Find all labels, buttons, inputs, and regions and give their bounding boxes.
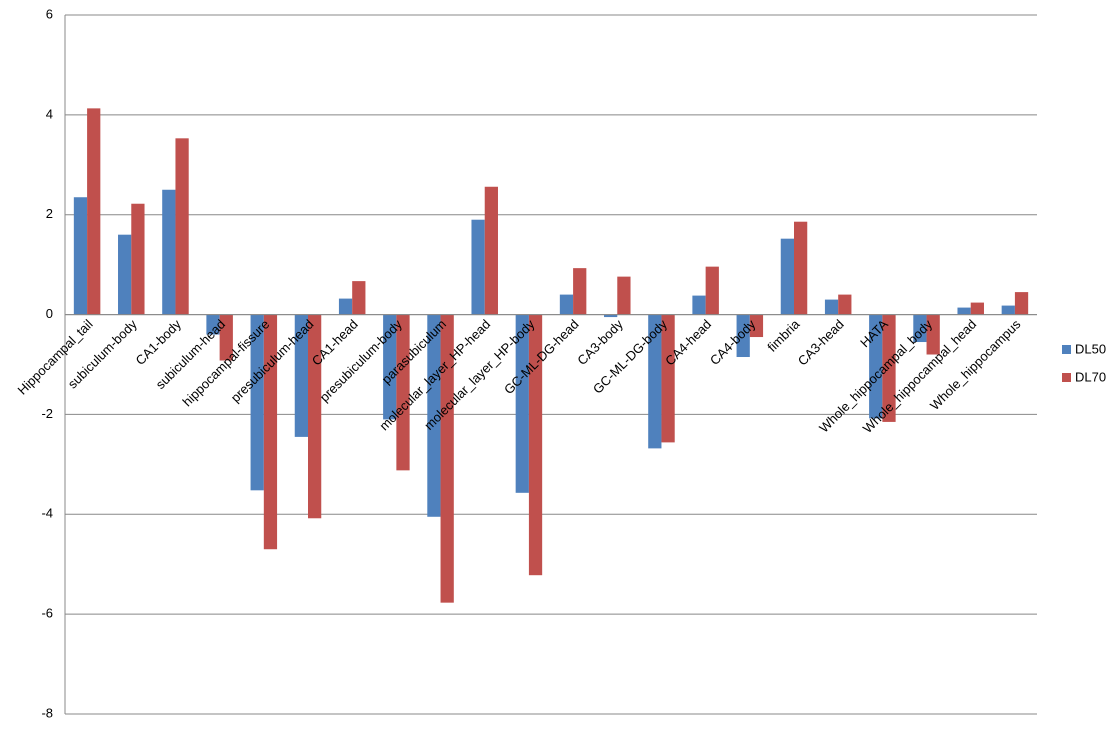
bar bbox=[794, 221, 808, 315]
x-tick-label: fimbria bbox=[764, 316, 803, 355]
bar bbox=[661, 314, 675, 443]
bar bbox=[440, 314, 454, 603]
bar bbox=[206, 314, 220, 335]
bar bbox=[970, 302, 984, 315]
bar bbox=[396, 314, 410, 471]
y-tick-label: 4 bbox=[46, 106, 53, 121]
bar bbox=[869, 314, 883, 419]
x-tick-label: CA3-head bbox=[795, 317, 847, 369]
legend-swatch bbox=[1062, 373, 1071, 382]
bar bbox=[1001, 305, 1015, 315]
bar bbox=[308, 314, 322, 519]
x-tick-label: CA4-body bbox=[707, 316, 759, 368]
bar bbox=[87, 108, 101, 315]
bar bbox=[427, 314, 441, 517]
bar bbox=[736, 314, 750, 358]
bar bbox=[882, 314, 896, 422]
bar bbox=[1014, 292, 1029, 315]
y-tick-label: -8 bbox=[41, 705, 53, 720]
bar bbox=[118, 234, 132, 315]
bar bbox=[604, 314, 618, 318]
bar bbox=[749, 314, 764, 338]
bar bbox=[352, 281, 366, 315]
bar bbox=[617, 276, 631, 315]
bar bbox=[824, 299, 839, 315]
bar bbox=[957, 307, 971, 315]
legend-swatch bbox=[1062, 345, 1071, 354]
bar bbox=[515, 314, 529, 493]
bar bbox=[175, 138, 189, 315]
legend-label: DL50 bbox=[1075, 341, 1106, 356]
bar bbox=[528, 314, 543, 576]
bar bbox=[780, 238, 794, 315]
bar bbox=[471, 219, 485, 315]
bar bbox=[692, 295, 706, 315]
bar bbox=[219, 314, 233, 361]
bar bbox=[263, 314, 278, 550]
x-tick-label: Hippocampal_tail bbox=[15, 316, 96, 397]
y-tick-label: 2 bbox=[46, 206, 53, 221]
bar bbox=[926, 314, 940, 355]
bar bbox=[838, 294, 852, 315]
bar bbox=[648, 314, 662, 449]
y-tick-label: 6 bbox=[46, 6, 53, 21]
bar bbox=[250, 314, 264, 491]
bar bbox=[705, 266, 719, 315]
bar bbox=[913, 314, 927, 343]
bar bbox=[131, 203, 145, 315]
bar bbox=[338, 298, 353, 315]
bar bbox=[73, 197, 88, 315]
y-tick-label: -6 bbox=[41, 606, 53, 621]
bar bbox=[294, 314, 308, 437]
bar bbox=[573, 268, 587, 315]
y-tick-label: -4 bbox=[41, 506, 53, 521]
bar bbox=[383, 314, 397, 420]
bar bbox=[484, 186, 498, 315]
legend-label: DL70 bbox=[1075, 369, 1106, 384]
y-tick-label: -2 bbox=[41, 406, 53, 421]
bar bbox=[162, 189, 176, 315]
y-tick-label: 0 bbox=[46, 306, 53, 321]
bar bbox=[559, 294, 574, 315]
